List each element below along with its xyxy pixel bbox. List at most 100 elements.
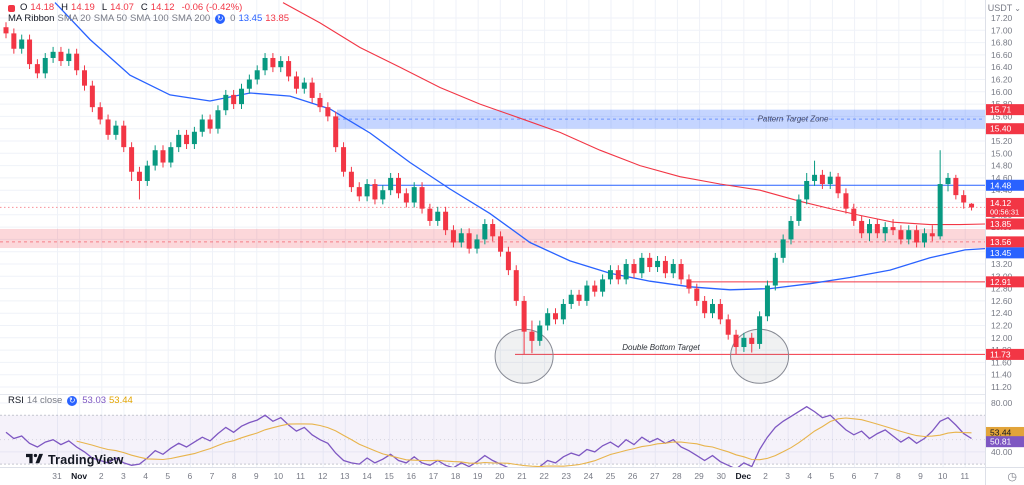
candle-body bbox=[553, 313, 558, 320]
symbol-marker-icon[interactable] bbox=[8, 4, 15, 12]
close-value: 14.12 bbox=[150, 2, 175, 13]
candle-body bbox=[435, 211, 441, 221]
candle-body bbox=[607, 270, 613, 280]
candle-body bbox=[458, 233, 464, 243]
time-tick: 12 bbox=[318, 471, 328, 481]
low-label: L bbox=[101, 2, 108, 13]
time-tick: 21 bbox=[517, 471, 527, 481]
candle-body bbox=[757, 316, 763, 344]
candle-body bbox=[772, 257, 778, 286]
rsi-value: 53.03 bbox=[82, 395, 107, 406]
candle-body bbox=[623, 264, 629, 280]
candle-body bbox=[710, 303, 715, 314]
candle-body bbox=[66, 53, 72, 62]
candle-body bbox=[662, 260, 668, 274]
pattern-target-zone[interactable]: Pattern Target Zone bbox=[337, 109, 985, 129]
open-value: 14.18 bbox=[30, 2, 55, 13]
candle-body bbox=[348, 171, 354, 188]
tradingview-logo-icon bbox=[26, 453, 43, 464]
double-bottom-label: Double Bottom Target bbox=[622, 343, 700, 352]
zone-label: Pattern Target Zone bbox=[758, 115, 829, 124]
time-tick: 10 bbox=[938, 471, 948, 481]
time-tick: Nov bbox=[71, 471, 87, 481]
time-tick: 26 bbox=[628, 471, 638, 481]
candle-body bbox=[655, 260, 661, 268]
candle-body bbox=[788, 220, 794, 240]
candle-body bbox=[160, 150, 166, 163]
candle-body bbox=[144, 165, 150, 181]
price-tick: 16.20 bbox=[991, 75, 1013, 85]
sync-icon[interactable]: ↻ bbox=[67, 396, 78, 406]
price-axis[interactable]: 17.20 17.00 16.80 16.60 16.40 16.20 16.00 15.80… bbox=[986, 13, 1024, 457]
candle-body bbox=[121, 125, 127, 148]
candle-body bbox=[246, 79, 252, 89]
candle-body bbox=[34, 64, 40, 74]
price-tick: 17.00 bbox=[991, 25, 1013, 35]
sync-icon[interactable]: ↻ bbox=[215, 14, 226, 24]
candle-body bbox=[113, 125, 119, 135]
ma-zero-value: 0 bbox=[230, 13, 236, 24]
hline-11.73[interactable]: Double Bottom Target bbox=[515, 343, 985, 355]
candle-body bbox=[207, 119, 213, 129]
candle-body bbox=[411, 187, 417, 203]
chip-price: 11.73 bbox=[990, 349, 1011, 359]
candle-body bbox=[136, 171, 142, 181]
time-tick: 13 bbox=[340, 471, 350, 481]
price-tick: 16.40 bbox=[991, 62, 1013, 72]
ma-blue-value: 13.45 bbox=[238, 13, 263, 24]
time-tick: 7 bbox=[874, 471, 879, 481]
chip-price: 15.40 bbox=[990, 124, 1012, 134]
candle-body bbox=[278, 61, 284, 68]
time-tick: 6 bbox=[187, 471, 192, 481]
rsi-title[interactable]: RSI bbox=[8, 395, 24, 406]
candle-body bbox=[521, 300, 527, 332]
candle-body bbox=[780, 239, 786, 258]
time-tick: 20 bbox=[495, 471, 505, 481]
ma-ribbon-title[interactable]: MA Ribbon bbox=[8, 13, 55, 24]
candle-body bbox=[490, 224, 496, 237]
price-tick: 14.80 bbox=[991, 161, 1013, 171]
candle-body bbox=[678, 264, 684, 280]
candle-body bbox=[191, 131, 197, 145]
candle-body bbox=[835, 176, 841, 194]
candle-body bbox=[505, 251, 511, 271]
price-axis-currency[interactable]: USDT ⌄ bbox=[988, 3, 1021, 13]
rsi-pane[interactable] bbox=[0, 405, 985, 477]
rsi-legend[interactable]: RSI 14 close ↻ 53.03 53.44 bbox=[8, 396, 133, 406]
candle-body bbox=[513, 270, 519, 301]
candle-body bbox=[969, 203, 975, 208]
ma-ribbon-legend[interactable]: MA Ribbon SMA 20 SMA 50 SMA 100 SMA 200 … bbox=[8, 14, 289, 24]
low-value: 14.07 bbox=[110, 2, 134, 13]
time-tick: 19 bbox=[473, 471, 483, 481]
candle-body bbox=[231, 94, 237, 105]
candle-body bbox=[184, 134, 190, 145]
time-tick: 3 bbox=[121, 471, 126, 481]
candle-body bbox=[27, 39, 33, 65]
time-tick: 3 bbox=[785, 471, 790, 481]
chip-price: 13.85 bbox=[990, 219, 1012, 229]
candle-body bbox=[11, 33, 17, 49]
candle-body bbox=[427, 208, 433, 221]
candle-body bbox=[419, 187, 425, 209]
price-tick: 15.20 bbox=[991, 136, 1013, 146]
candle-body bbox=[309, 82, 315, 98]
candle-body bbox=[545, 313, 551, 326]
close-label: C bbox=[140, 2, 148, 13]
time-axis[interactable]: 31 Nov 2 3 4 5 6 7 8 9 10 11 12 13 14 15 16 17 18 19 20 21 22 2… bbox=[52, 471, 969, 481]
candle-body bbox=[694, 288, 700, 301]
candle-body bbox=[670, 264, 676, 274]
candle-body bbox=[804, 180, 810, 200]
candle-body bbox=[105, 119, 111, 135]
time-tick: 17 bbox=[429, 471, 439, 481]
svg-text:50.81: 50.81 bbox=[990, 437, 1012, 447]
candle-body bbox=[215, 110, 221, 129]
clock-icon[interactable]: ◷ bbox=[1007, 471, 1017, 483]
candle-body bbox=[733, 334, 739, 348]
tradingview-logo[interactable]: TradingView bbox=[26, 452, 124, 467]
time-tick: 18 bbox=[451, 471, 461, 481]
candle-body bbox=[647, 257, 653, 268]
price-tick: 12.40 bbox=[991, 308, 1013, 318]
candle-body bbox=[293, 76, 299, 89]
